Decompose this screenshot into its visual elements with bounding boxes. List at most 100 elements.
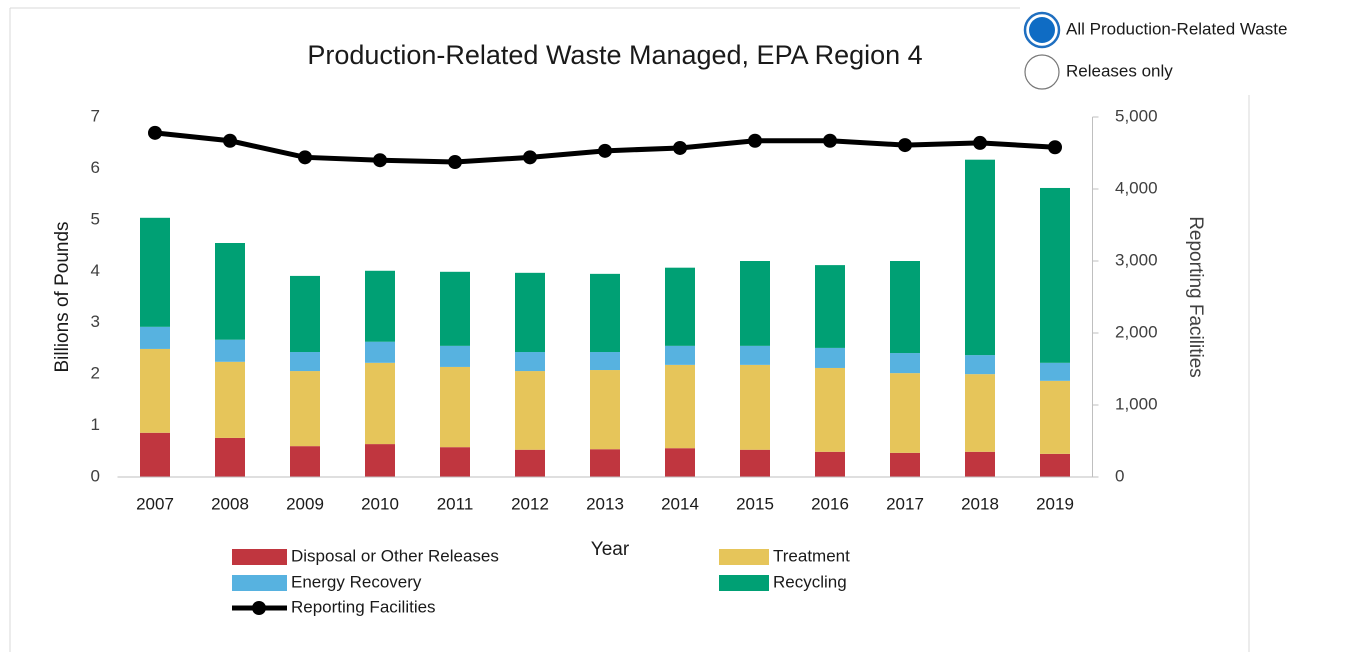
bar xyxy=(290,275,320,353)
line-marker xyxy=(223,133,237,148)
bar xyxy=(1040,187,1070,363)
bar xyxy=(665,448,695,477)
bar xyxy=(890,261,920,354)
bar xyxy=(440,366,470,448)
x-tick-label: 2017 xyxy=(886,494,924,513)
bar xyxy=(890,452,920,477)
radio-label[interactable]: Releases only xyxy=(1066,61,1173,80)
x-tick-label: 2011 xyxy=(437,494,474,513)
bar xyxy=(965,451,995,477)
bar xyxy=(215,437,245,477)
radio-label[interactable]: All Production-Related Waste xyxy=(1066,19,1287,38)
line-marker xyxy=(448,155,462,169)
bar xyxy=(590,352,620,371)
y2-tick-label: 3,000 xyxy=(1115,250,1158,269)
line-marker xyxy=(748,133,762,148)
bar xyxy=(590,449,620,477)
bar xyxy=(365,270,395,342)
bar xyxy=(215,361,245,438)
bar xyxy=(665,345,695,365)
line-marker xyxy=(673,140,687,155)
bar xyxy=(365,362,395,445)
bar xyxy=(515,371,545,450)
y-tick-label: 4 xyxy=(91,261,100,280)
chart-title: Production-Related Waste Managed, EPA Re… xyxy=(307,40,922,70)
y-tick-label: 7 xyxy=(91,106,100,125)
bar xyxy=(815,347,845,368)
bar xyxy=(290,371,320,447)
bar xyxy=(515,352,545,372)
y-tick-label: 0 xyxy=(91,466,100,485)
legend-swatch xyxy=(719,549,769,565)
x-tick-label: 2019 xyxy=(1036,494,1074,513)
x-tick-label: 2018 xyxy=(961,494,999,513)
bar xyxy=(140,217,170,327)
radio-dot[interactable] xyxy=(1029,17,1055,43)
x-tick-label: 2016 xyxy=(811,494,849,513)
radio-background xyxy=(1020,53,1360,91)
bar xyxy=(1040,362,1070,381)
x-tick-label: 2014 xyxy=(661,494,699,513)
legend-label: Disposal or Other Releases xyxy=(291,546,499,565)
bar xyxy=(815,265,845,348)
bar xyxy=(290,352,320,372)
legend-swatch xyxy=(232,549,287,565)
bar xyxy=(815,367,845,452)
x-tick-label: 2008 xyxy=(211,494,249,513)
bar xyxy=(740,345,770,365)
x-tick-label: 2010 xyxy=(361,494,399,513)
bar xyxy=(140,326,170,349)
line-marker xyxy=(148,125,162,140)
y-tick-label: 2 xyxy=(91,364,100,383)
legend-swatch xyxy=(719,575,769,591)
x-tick-label: 2012 xyxy=(511,494,549,513)
bar xyxy=(890,353,920,374)
x-tick-label: 2007 xyxy=(136,494,174,513)
bar xyxy=(1040,380,1070,454)
legend-label: Recycling xyxy=(773,572,847,591)
y2-axis-title: Reporting Facilities xyxy=(1185,216,1206,378)
line-marker xyxy=(823,133,837,148)
y-axis-title: Billions of Pounds xyxy=(52,221,73,372)
y2-tick-label: 0 xyxy=(1115,466,1124,485)
radio-background xyxy=(1020,11,1360,49)
legend-label: Treatment xyxy=(773,546,850,565)
bar xyxy=(740,261,770,346)
bar xyxy=(365,341,395,363)
y-tick-label: 5 xyxy=(91,209,100,228)
bar xyxy=(215,243,245,340)
legend-label: Energy Recovery xyxy=(291,572,422,591)
legend-swatch xyxy=(232,575,287,591)
bar xyxy=(590,273,620,353)
bar xyxy=(365,444,395,477)
y2-tick-label: 4,000 xyxy=(1115,178,1158,197)
bar xyxy=(740,364,770,450)
radio-button[interactable] xyxy=(1024,54,1060,90)
line-marker xyxy=(373,153,387,168)
bar xyxy=(740,449,770,477)
y2-tick-label: 2,000 xyxy=(1115,322,1158,341)
bar xyxy=(665,267,695,346)
bar xyxy=(965,355,995,375)
bar xyxy=(590,370,620,450)
line-marker xyxy=(598,143,612,158)
bar xyxy=(515,272,545,353)
bar xyxy=(815,451,845,477)
line-marker xyxy=(523,150,537,165)
y-tick-label: 6 xyxy=(91,158,100,177)
x-tick-label: 2013 xyxy=(586,494,624,513)
line-marker xyxy=(1048,140,1062,155)
bar xyxy=(890,373,920,453)
y2-tick-label: 5,000 xyxy=(1115,106,1158,125)
y2-tick-label: 1,000 xyxy=(1115,394,1158,413)
bar xyxy=(140,348,170,433)
bar xyxy=(290,446,320,477)
y-tick-label: 1 xyxy=(91,415,100,434)
bar xyxy=(965,374,995,452)
bar xyxy=(440,271,470,346)
line-marker xyxy=(298,150,312,165)
line-marker xyxy=(973,135,987,150)
x-tick-label: 2015 xyxy=(736,494,774,513)
